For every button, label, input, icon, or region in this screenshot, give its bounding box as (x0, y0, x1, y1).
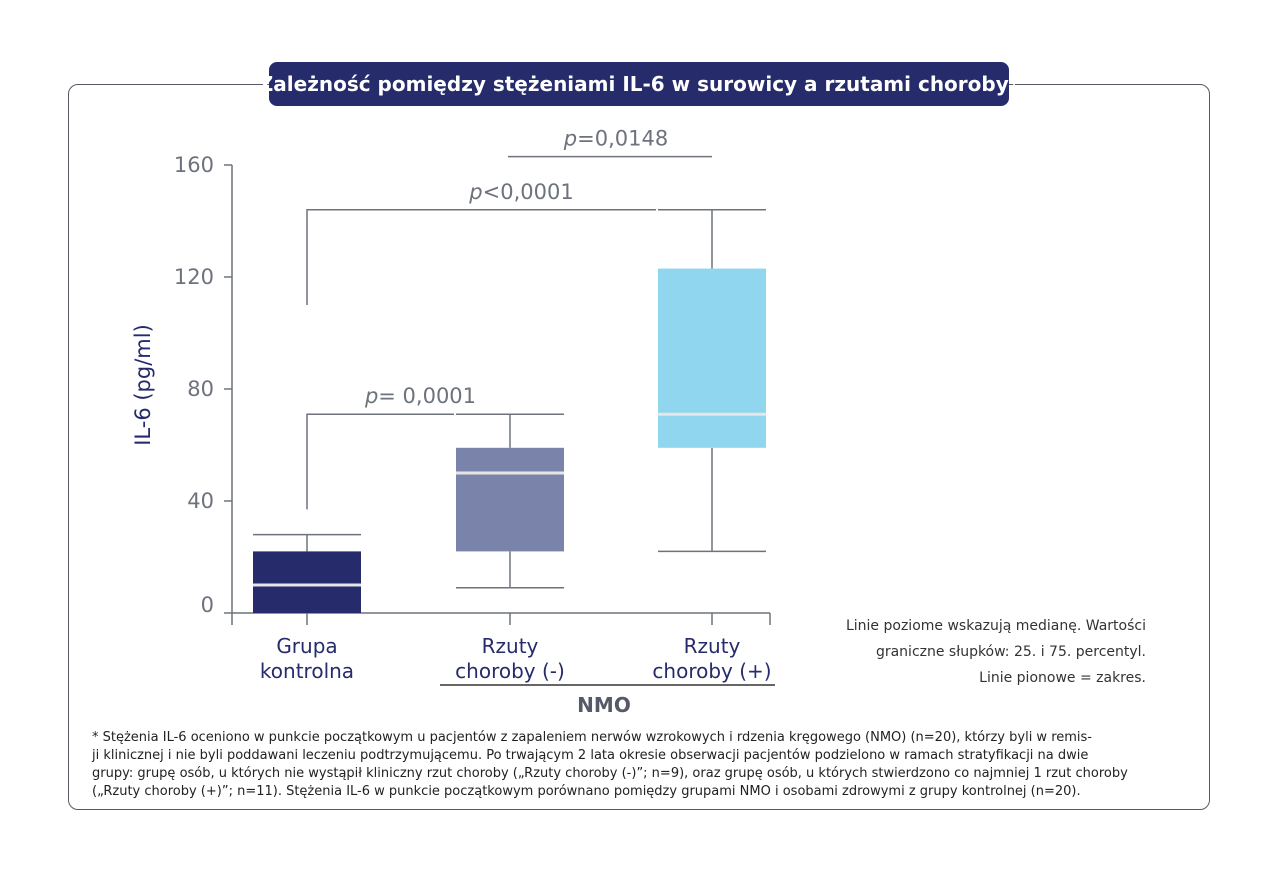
legend-note-line: Linie poziome wskazują medianę. Wartości (845, 618, 1146, 634)
p-symbol: p (563, 127, 577, 151)
footnote: * Stężenia IL-6 oceniono w punkcie począ… (92, 729, 1192, 801)
box (658, 268, 766, 448)
legend-note: Linie poziome wskazują medianę. Wartości… (790, 613, 1146, 691)
x-tick-label: Rzuty (482, 634, 539, 658)
p-value-label: p=0,0148 (563, 127, 668, 151)
footnote-line: ji klinicznej i nie byli poddawani lecze… (92, 748, 1089, 763)
p-symbol: p (468, 180, 482, 204)
y-tick-label: 120 (174, 265, 214, 289)
legend-note-line: graniczne słupków: 25. i 75. percentyl. (875, 644, 1146, 660)
x-tick-label: choroby (-) (455, 659, 565, 683)
x-tick-label: Rzuty (684, 634, 741, 658)
p-value: = 0,0001 (378, 384, 476, 408)
y-tick-label: 40 (187, 489, 214, 513)
p-value-label: p= 0,0001 (364, 384, 476, 408)
significance-bracket (306, 209, 656, 305)
footnote-line: * Stężenia IL-6 oceniono w punkcie począ… (92, 730, 1092, 745)
box (456, 447, 564, 552)
y-tick-label: 160 (174, 153, 214, 177)
y-axis-label: IL-6 (pg/ml) (131, 324, 155, 446)
significance-bracket (306, 413, 454, 510)
footnote-line: grupy: grupę osób, u których nie wystąpi… (92, 766, 1128, 781)
x-tick-label: choroby (+) (652, 659, 771, 683)
y-tick-label: 80 (187, 377, 214, 401)
x-tick-label: kontrolna (260, 659, 354, 683)
x-tick-label: Grupa (276, 634, 337, 658)
legend-note-line: Linie pionowe = zakres. (979, 670, 1146, 686)
p-value: =0,0148 (577, 127, 668, 151)
group-label: NMO (577, 693, 631, 717)
p-value: <0,0001 (483, 180, 574, 204)
box (253, 551, 361, 613)
p-symbol: p (364, 384, 378, 408)
chart-title: Zależność pomiędzy stężeniami IL-6 w sur… (259, 62, 1019, 106)
y-tick-label: 0 (201, 593, 214, 617)
footnote-line: („Rzuty choroby (+)”; n=11). Stężenia IL… (92, 784, 1081, 799)
p-value-label: p<0,0001 (468, 180, 573, 204)
